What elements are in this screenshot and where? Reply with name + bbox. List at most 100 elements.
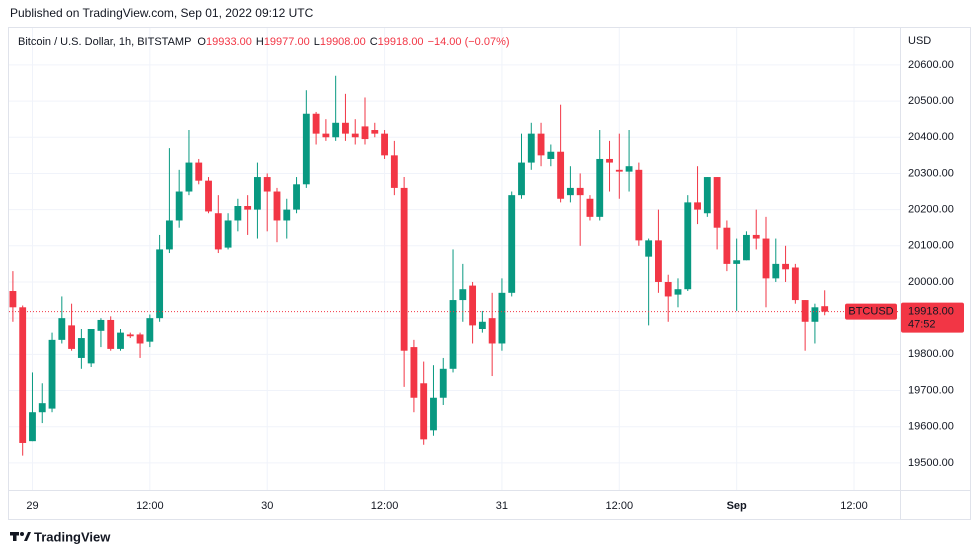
price-tag — [901, 302, 964, 333]
x-tick-label: 12:00 — [606, 500, 634, 512]
candle-body — [322, 133, 330, 138]
labels: 19500.0019600.0019700.0019800.0019900.00… — [26, 59, 964, 512]
candle-body — [283, 209, 291, 221]
candle-body — [645, 240, 653, 257]
candle-body — [273, 191, 281, 221]
x-tick-label: 30 — [261, 500, 273, 512]
y-tick-label: 19500.00 — [908, 457, 954, 469]
candle-body — [782, 263, 789, 270]
candle-body — [518, 162, 525, 196]
candle-body — [175, 191, 183, 221]
candle-body — [68, 325, 76, 349]
candle-body — [302, 113, 310, 185]
x-tick-label: 12:00 — [840, 500, 868, 512]
candle-body — [772, 263, 780, 279]
candles — [9, 75, 900, 456]
candle-body — [537, 133, 545, 156]
candle-body — [801, 300, 809, 322]
legend-key: L — [314, 36, 320, 48]
candle-body — [410, 347, 418, 398]
candle-body — [478, 321, 486, 330]
legend-value: 19918.00 — [378, 36, 424, 48]
candle-body — [126, 334, 134, 337]
candle-body — [752, 234, 760, 239]
candle-body — [371, 130, 379, 134]
candle-body — [29, 412, 36, 442]
candle-body — [185, 162, 193, 192]
legend-value: 19977.00 — [264, 36, 310, 48]
x-tick-label: 12:00 — [136, 500, 164, 512]
candle-body — [165, 220, 173, 250]
candle-body — [224, 220, 232, 248]
candle-body — [156, 249, 164, 319]
y-tick-label: 20100.00 — [908, 240, 954, 252]
candle-body — [694, 202, 701, 210]
x-tick-label: 29 — [26, 500, 38, 512]
legend-key: O — [197, 36, 206, 48]
chart-frame — [8, 27, 971, 520]
candle-body — [38, 403, 46, 413]
candle-body — [77, 338, 85, 358]
candle-body — [205, 180, 212, 212]
candle-body — [87, 329, 95, 364]
symbol-tag — [845, 303, 897, 320]
y-tick-label: 20500.00 — [908, 95, 954, 107]
candle-body — [625, 166, 633, 172]
candle-body — [420, 383, 428, 440]
legend-key: H — [256, 36, 264, 48]
candle-body — [351, 133, 359, 138]
candle-body — [811, 307, 819, 322]
y-tick-label: 19700.00 — [908, 384, 954, 396]
candle-body — [635, 169, 643, 241]
candle-body — [342, 122, 349, 134]
candle-body — [566, 187, 574, 196]
x-tick-label: 12:00 — [371, 500, 399, 512]
candle-body — [19, 307, 27, 443]
brand-logo — [10, 532, 31, 541]
candle-body — [713, 177, 721, 228]
candle-body — [254, 177, 261, 210]
y-tick-label: 20000.00 — [908, 276, 954, 288]
candle-body — [459, 289, 467, 301]
candle-body — [439, 368, 447, 398]
candle-body — [97, 319, 105, 331]
brand: TradingView — [34, 529, 111, 544]
candle-body — [654, 240, 662, 282]
symbol-tag-text: BTCUSD — [848, 306, 893, 318]
candle-body — [743, 234, 750, 261]
candle-body — [733, 260, 741, 264]
candle-body — [576, 187, 584, 196]
candle-body — [332, 122, 340, 138]
y-tick-label: 19800.00 — [908, 348, 954, 360]
candle-body — [234, 205, 242, 221]
candle-body — [136, 334, 144, 344]
candle-body — [684, 202, 692, 290]
legend-title: Bitcoin / U.S. Dollar, 1h, BITSTAMP — [18, 36, 191, 48]
candle-body — [390, 155, 398, 188]
legend-change: −14.00 (−0.07%) — [428, 36, 510, 48]
candle-body — [146, 318, 154, 342]
candle-body — [508, 195, 516, 293]
candle-body — [9, 291, 17, 308]
candle-body — [469, 285, 477, 326]
y-tick-label: 20200.00 — [908, 204, 954, 216]
candle-body — [723, 227, 731, 264]
candle-body — [117, 332, 124, 349]
candle-body — [107, 319, 115, 349]
y-tick-label: 20400.00 — [908, 131, 954, 143]
candle-body — [821, 306, 829, 312]
legend-value: 19933.00 — [206, 36, 252, 48]
y-tick-label: 19600.00 — [908, 421, 954, 433]
legend-key: C — [370, 36, 378, 48]
candle-body — [762, 238, 770, 279]
candle-body — [547, 151, 555, 159]
candle-body — [48, 339, 56, 409]
candle-body — [400, 187, 408, 351]
candle-body — [674, 289, 682, 295]
legend-value: 19908.00 — [320, 36, 366, 48]
candle-body — [615, 169, 623, 172]
currency: USD — [908, 35, 931, 47]
candle-body — [293, 184, 300, 210]
